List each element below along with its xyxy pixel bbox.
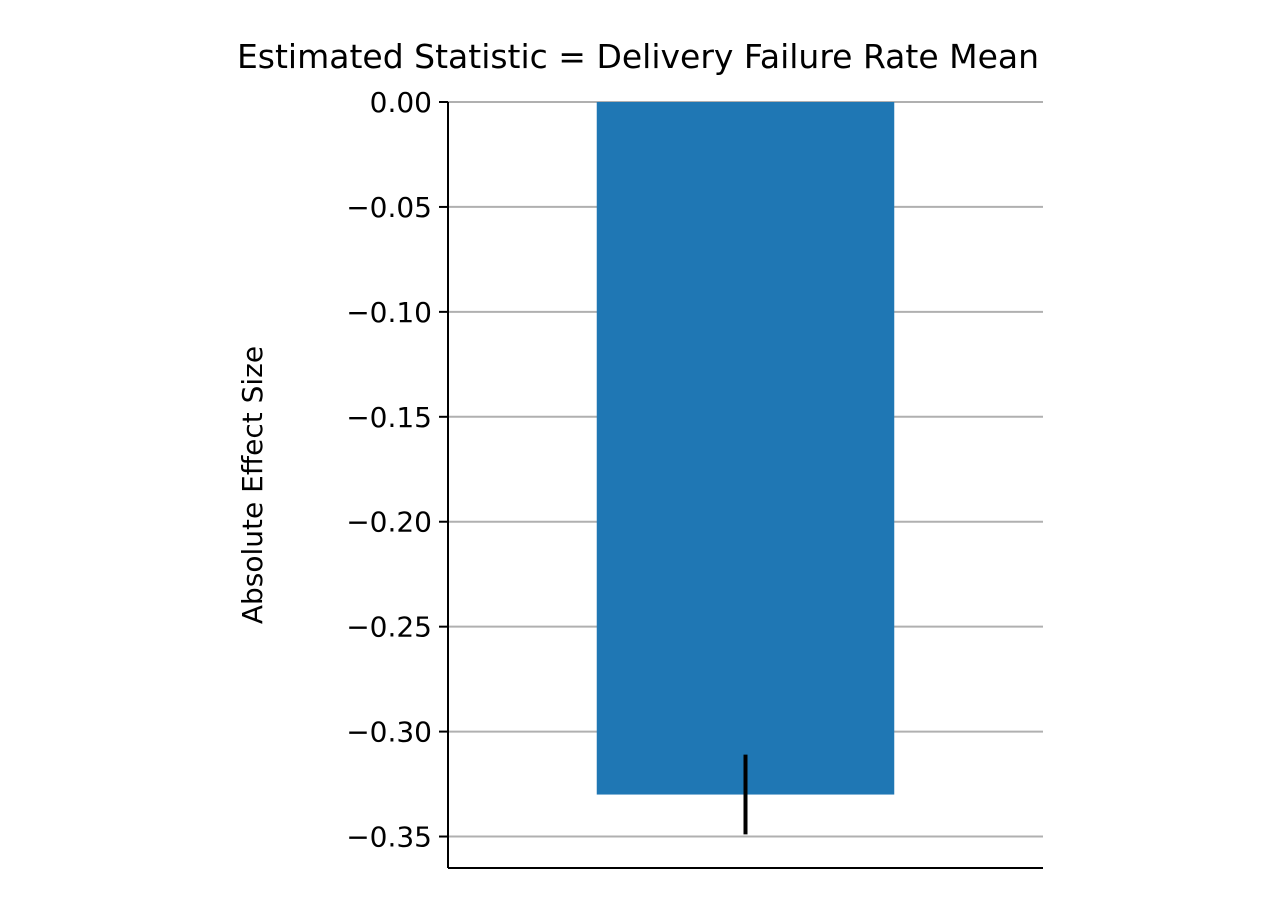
y-tick-label: −0.30: [346, 716, 432, 749]
y-tick-label: −0.15: [346, 401, 432, 434]
y-tick-label: −0.05: [346, 191, 432, 224]
y-tick-label: −0.25: [346, 611, 432, 644]
y-tick-label: 0.00: [370, 86, 432, 119]
axes: [447, 102, 1043, 869]
y-tick-label: −0.35: [346, 821, 432, 854]
bar: [596, 102, 895, 795]
y-axis-label: Absolute Effect Size: [236, 346, 269, 624]
y-tick-label: −0.20: [346, 506, 432, 539]
chart-title: Estimated Statistic = Delivery Failure R…: [237, 37, 1039, 76]
bars: [596, 102, 895, 795]
y-ticks: 0.00 −0.05 −0.10 −0.15 −0.20 −0.25 −0.30 −0.35: [346, 86, 448, 854]
y-tick-label: −0.10: [346, 296, 432, 329]
